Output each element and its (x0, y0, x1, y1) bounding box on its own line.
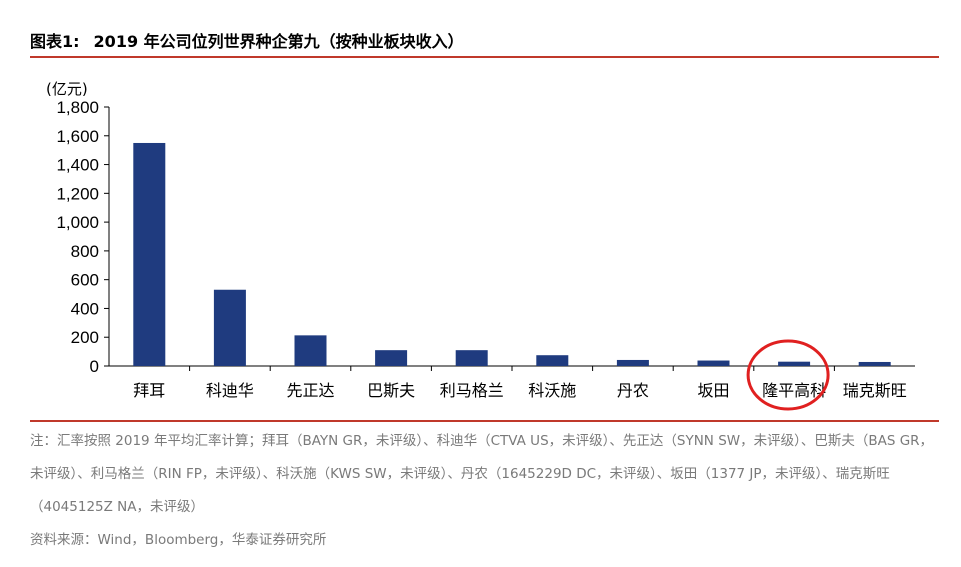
y-tick-label: 1,800 (56, 98, 99, 117)
x-category-label: 丹农 (617, 381, 649, 400)
y-tick-label: 1,000 (56, 213, 99, 232)
bottom-divider (30, 420, 939, 422)
x-category-label: 科沃施 (528, 381, 576, 400)
y-axis-unit-label: (亿元) (46, 80, 88, 98)
x-category-label: 瑞克斯旺 (843, 381, 907, 400)
figure-title-text: 2019 年公司位列世界种企第九（按种业板块收入） (93, 32, 464, 51)
figure-title: 图表1: 2019 年公司位列世界种企第九（按种业板块收入） (30, 28, 464, 52)
y-tick-label: 800 (71, 242, 99, 261)
bar (294, 335, 327, 366)
bar-chart: (亿元) 0 200 400 600 800 1,000 1,200 1,400 1,600 1,… (46, 80, 915, 411)
figure-label: 图表1: (30, 32, 80, 51)
x-category-label: 隆平高科 (762, 381, 826, 400)
bar (375, 350, 408, 366)
bar (536, 355, 569, 366)
y-tick-label: 600 (71, 271, 99, 290)
footnote: 注：汇率按照 2019 年平均汇率计算；拜耳（BAYN GR，未评级）、科迪华（… (30, 433, 934, 515)
x-category-label: 坂田 (697, 381, 729, 400)
bar (616, 359, 649, 366)
chart-bars (133, 142, 891, 366)
bar (455, 350, 488, 366)
x-category-label: 科迪华 (206, 381, 254, 400)
bar (213, 289, 246, 366)
chart-axes: 0 200 400 600 800 1,000 1,200 1,400 1,600 1,800 (56, 98, 915, 376)
y-tick-label: 400 (71, 299, 99, 318)
x-category-label: 先正达 (286, 381, 334, 400)
bar (697, 360, 730, 366)
x-category-label: 拜耳 (133, 381, 165, 400)
bar (133, 142, 166, 366)
y-tick-label: 200 (71, 328, 99, 347)
bar (778, 361, 811, 366)
highlight-circle (746, 339, 830, 411)
source-note: 资料来源：Wind，Bloomberg，华泰证券研究所 (30, 532, 327, 548)
top-divider (30, 56, 939, 58)
x-category-label: 巴斯夫 (367, 381, 415, 400)
x-category-label: 利马格兰 (440, 381, 504, 400)
y-tick-label: 1,600 (56, 127, 99, 146)
y-tick-label: 0 (90, 357, 99, 376)
y-tick-label: 1,400 (56, 156, 99, 175)
y-tick-label: 1,200 (56, 184, 99, 203)
chart-highlight (746, 339, 830, 411)
chart-category-labels: 拜耳 科迪华 先正达 巴斯夫 利马格兰 科沃施 丹农 坂田 隆平高科 瑞克斯旺 (133, 381, 906, 400)
bar (858, 361, 891, 366)
